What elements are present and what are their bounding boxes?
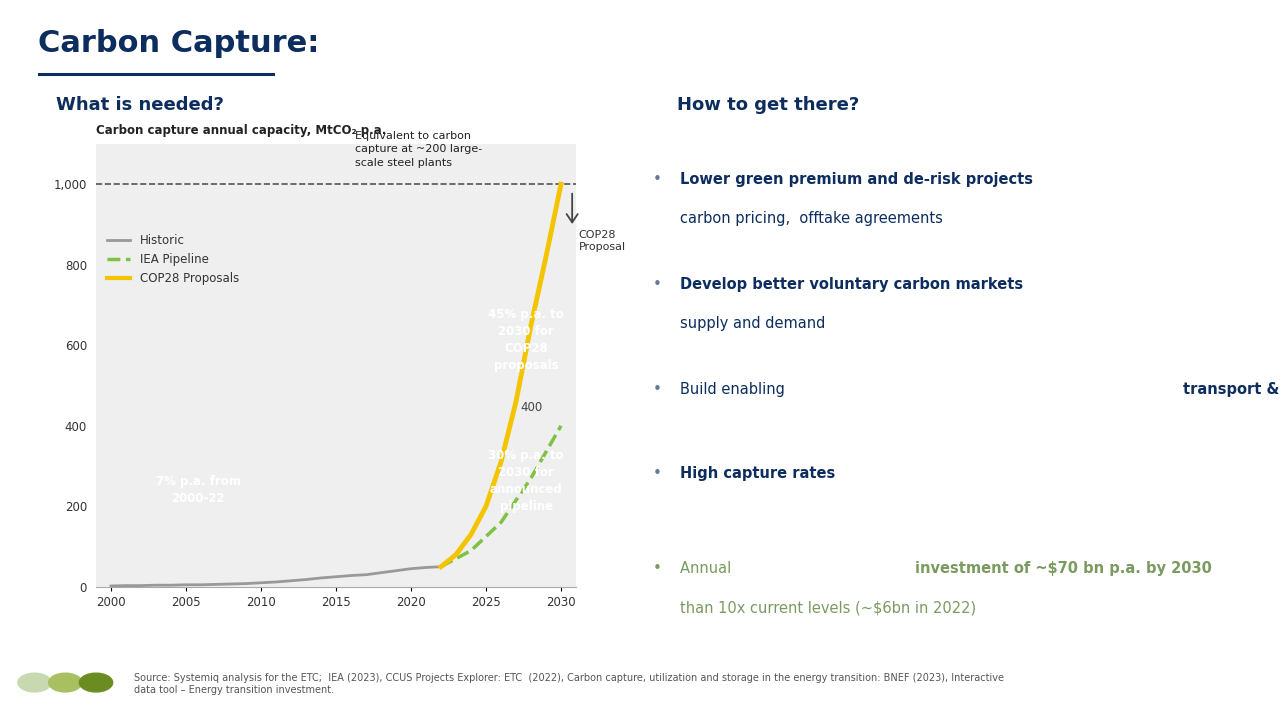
Text: Source: Systemiq analysis for the ETC;  IEA (2023), CCUS Projects Explorer: ETC : Source: Systemiq analysis for the ETC; I… bbox=[134, 673, 1005, 695]
Text: •: • bbox=[653, 382, 662, 397]
Text: What is needed?: What is needed? bbox=[56, 96, 224, 114]
Historic bbox=[434, 562, 449, 571]
Historic bbox=[269, 577, 284, 586]
Text: How to get there?: How to get there? bbox=[677, 96, 859, 114]
Text: transport & storage: transport & storage bbox=[1184, 382, 1280, 397]
IEA Pipeline bbox=[553, 421, 568, 430]
Historic bbox=[253, 578, 269, 587]
COP28 Proposals bbox=[434, 562, 449, 571]
Line: COP28 Proposals: COP28 Proposals bbox=[442, 184, 561, 567]
Historic bbox=[314, 574, 329, 582]
COP28 Proposals bbox=[463, 530, 479, 539]
Line: Historic: Historic bbox=[111, 567, 442, 586]
Historic bbox=[343, 571, 358, 580]
COP28 Proposals bbox=[524, 321, 539, 330]
Text: than 10x current levels (~$6bn in 2022): than 10x current levels (~$6bn in 2022) bbox=[680, 600, 977, 615]
Historic bbox=[374, 568, 389, 577]
Historic bbox=[238, 580, 253, 588]
Historic bbox=[164, 581, 179, 590]
COP28 Proposals bbox=[539, 253, 554, 261]
Text: COP28
Proposal: COP28 Proposal bbox=[579, 230, 626, 252]
Text: carbon pricing,  offtake agreements: carbon pricing, offtake agreements bbox=[680, 211, 943, 226]
COP28 Proposals bbox=[479, 502, 494, 510]
IEA Pipeline bbox=[524, 474, 539, 482]
Historic bbox=[209, 580, 224, 589]
Text: investment of ~$70 bn p.a. by 2030: investment of ~$70 bn p.a. by 2030 bbox=[915, 561, 1212, 575]
Text: Carbon capture annual capacity, MtCO₂ p.a.: Carbon capture annual capacity, MtCO₂ p.… bbox=[96, 125, 387, 138]
Text: 45% p.a. to
2030 for
COP28
proposals: 45% p.a. to 2030 for COP28 proposals bbox=[488, 308, 564, 372]
Text: •: • bbox=[653, 466, 662, 481]
Historic bbox=[283, 577, 298, 585]
Historic bbox=[133, 581, 148, 590]
Text: 400: 400 bbox=[521, 401, 543, 414]
Text: •: • bbox=[653, 276, 662, 292]
Historic bbox=[388, 567, 403, 575]
Text: supply and demand: supply and demand bbox=[680, 316, 826, 331]
Text: High capture rates: High capture rates bbox=[680, 466, 836, 481]
Text: Build enabling: Build enabling bbox=[680, 382, 790, 397]
COP28 Proposals bbox=[508, 397, 524, 406]
Text: Develop better voluntary carbon markets: Develop better voluntary carbon markets bbox=[680, 276, 1023, 292]
Historic bbox=[104, 582, 119, 590]
Historic bbox=[223, 580, 238, 588]
Text: Carbon Capture:: Carbon Capture: bbox=[38, 29, 320, 58]
Text: Lower green premium and de-risk projects: Lower green premium and de-risk projects bbox=[680, 171, 1033, 186]
Historic bbox=[178, 580, 193, 589]
Text: Annual: Annual bbox=[680, 561, 736, 575]
Text: •: • bbox=[653, 561, 662, 575]
COP28 Proposals bbox=[553, 180, 568, 189]
IEA Pipeline bbox=[463, 546, 479, 555]
COP28 Proposals bbox=[448, 550, 463, 559]
Historic bbox=[419, 563, 434, 572]
Text: 30% p.a. to
2030 for
announced
pipeline: 30% p.a. to 2030 for announced pipeline bbox=[489, 449, 563, 513]
Legend: Historic, IEA Pipeline, COP28 Proposals: Historic, IEA Pipeline, COP28 Proposals bbox=[102, 230, 243, 290]
Historic bbox=[328, 572, 343, 581]
Historic bbox=[358, 570, 374, 579]
Historic bbox=[298, 575, 314, 584]
Historic bbox=[403, 564, 419, 573]
Historic bbox=[193, 580, 209, 589]
Historic bbox=[118, 581, 133, 590]
Line: IEA Pipeline: IEA Pipeline bbox=[442, 426, 561, 567]
Text: Equivalent to carbon
capture at ~200 large-
scale steel plants: Equivalent to carbon capture at ~200 lar… bbox=[356, 131, 483, 168]
IEA Pipeline bbox=[493, 518, 508, 527]
Text: •: • bbox=[653, 171, 662, 186]
IEA Pipeline bbox=[434, 562, 449, 571]
COP28 Proposals bbox=[493, 458, 508, 467]
Historic bbox=[148, 581, 164, 590]
Text: 7% p.a. from
2000-22: 7% p.a. from 2000-22 bbox=[156, 474, 241, 505]
